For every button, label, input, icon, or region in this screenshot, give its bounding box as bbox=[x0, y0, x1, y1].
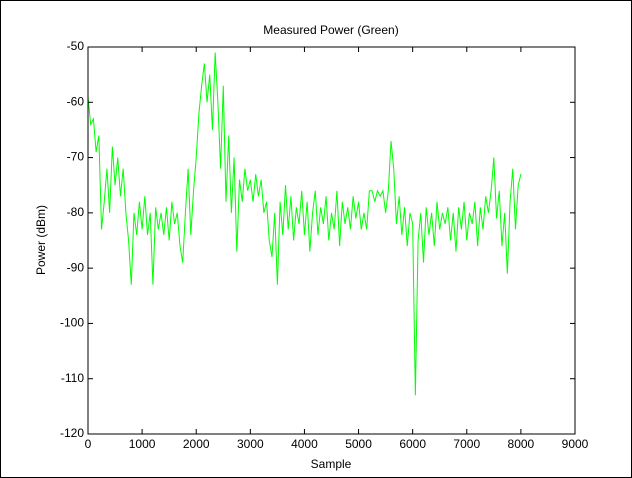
x-tick-label: 3000 bbox=[237, 437, 264, 451]
y-tick-label: -60 bbox=[67, 94, 85, 108]
y-axis-label: Power (dBm) bbox=[34, 205, 48, 275]
y-tick-label: -70 bbox=[67, 150, 85, 164]
x-tick-label: 8000 bbox=[508, 437, 535, 451]
y-tick-label: -80 bbox=[67, 205, 85, 219]
y-tick-label: -100 bbox=[60, 316, 84, 330]
x-tick-label: 1000 bbox=[129, 437, 156, 451]
y-tick-label: -110 bbox=[61, 371, 84, 385]
x-tick-label: 2000 bbox=[183, 437, 210, 451]
x-tick-label: 6000 bbox=[399, 437, 426, 451]
x-tick-label: 4000 bbox=[291, 437, 318, 451]
data-line bbox=[87, 52, 522, 396]
y-tick-label: -120 bbox=[60, 426, 84, 440]
chart-title: Measured Power (Green) bbox=[263, 23, 398, 37]
x-tick-label: 0 bbox=[85, 437, 92, 451]
y-tick-label: -90 bbox=[67, 260, 85, 274]
x-tick-label: 9000 bbox=[562, 437, 589, 451]
x-tick-label: 7000 bbox=[453, 437, 480, 451]
y-tick-label: -50 bbox=[67, 39, 85, 53]
x-axis-label: Sample bbox=[311, 457, 352, 471]
plot-frame bbox=[87, 46, 576, 435]
x-tick-label: 5000 bbox=[345, 437, 372, 451]
